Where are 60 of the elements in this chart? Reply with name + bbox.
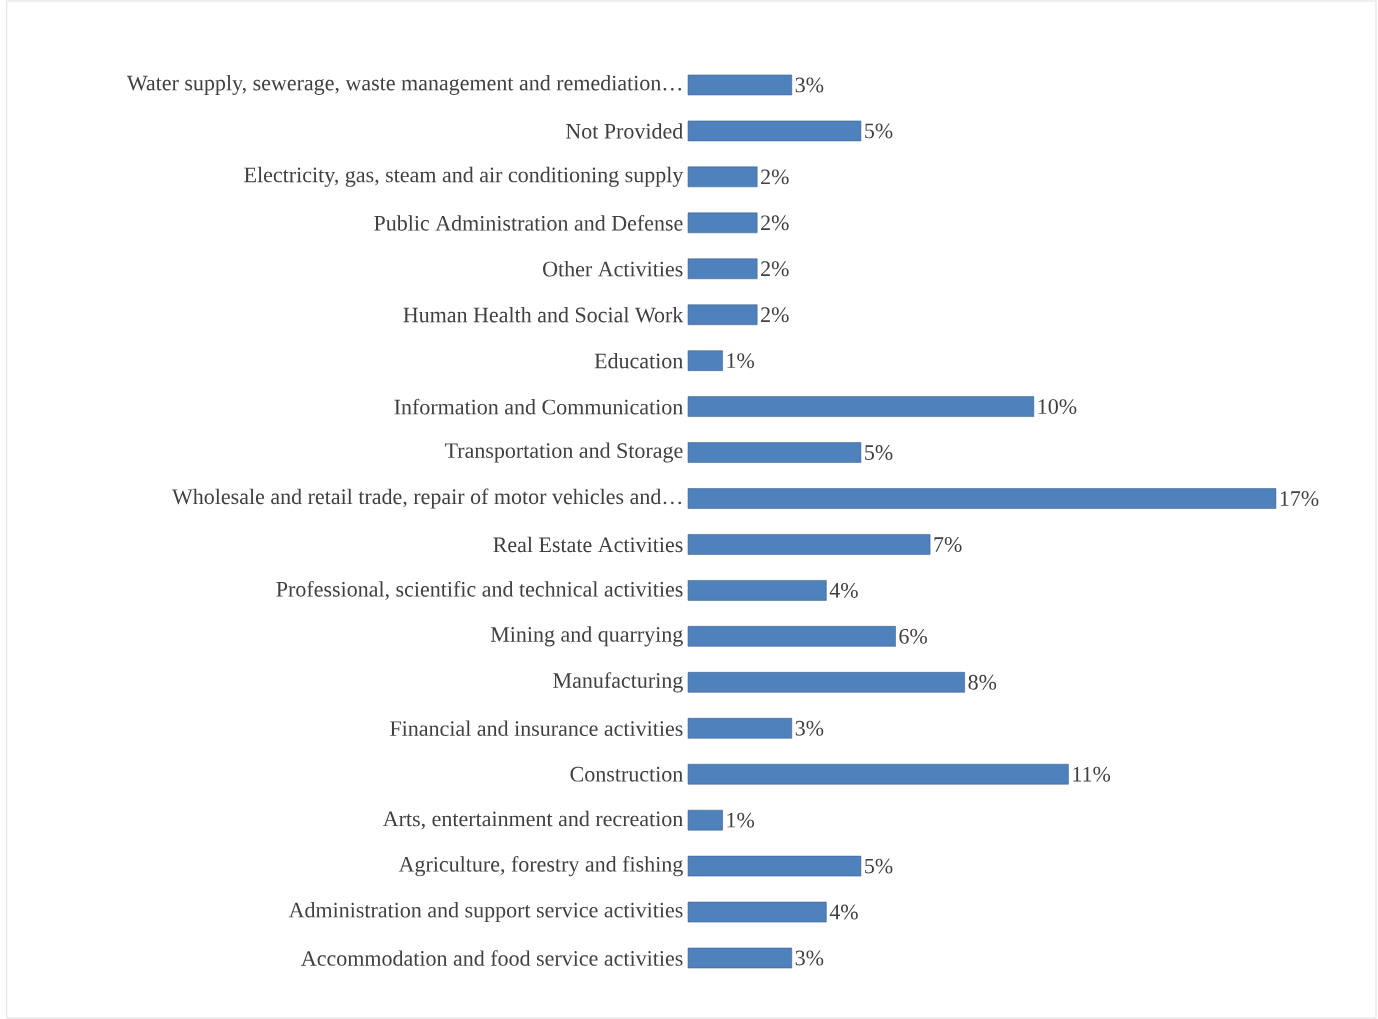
y-tick-label: Wholesale and retail trade, repair of motor vehicles and…: [172, 488, 682, 509]
data-label: 1%: [727, 353, 755, 369]
data-label: 2%: [761, 215, 789, 231]
data-label: 10%: [1038, 399, 1077, 415]
data-label: 2%: [761, 169, 789, 185]
data-label: 4%: [829, 904, 858, 920]
y-tick-label: Agriculture, forestry and fishing: [398, 856, 683, 877]
y-tick-label: Not Provided: [565, 123, 683, 139]
y-tick-label: Arts, entertainment and recreation: [382, 810, 683, 830]
bar: [687, 258, 758, 280]
y-tick-label: Human Health and Social Work: [403, 306, 684, 323]
y-tick-label: Professional, scientific and technical activities: [276, 580, 683, 600]
data-label: 8%: [968, 674, 997, 690]
bar: [687, 901, 827, 923]
y-tick-label: Transportation and Storage: [444, 442, 683, 463]
data-label: 2%: [761, 261, 789, 277]
bar: [687, 718, 793, 739]
bar: [687, 855, 862, 877]
y-tick-label: Real Estate Activities: [493, 536, 683, 553]
bar: [687, 442, 862, 463]
data-label: 5%: [865, 445, 893, 461]
bar: [687, 166, 758, 188]
bar: [687, 74, 793, 96]
y-tick-label: Other Activities: [543, 261, 683, 277]
bar: [687, 488, 1277, 509]
y-tick-label: Mining and quarrying: [490, 626, 683, 647]
data-label: 2%: [761, 307, 789, 323]
bar: [687, 396, 1035, 417]
y-tick-label: Accommodation and food service activities: [301, 950, 683, 966]
y-tick-label: Manufacturing: [553, 672, 683, 693]
data-label: 1%: [727, 812, 755, 828]
bar: [687, 763, 1069, 785]
y-tick-label: Construction: [570, 766, 683, 782]
y-tick-label: Administration and support service activities: [288, 902, 683, 923]
y-tick-label: Education: [594, 352, 683, 369]
data-label: 3%: [795, 720, 824, 736]
data-label: 6%: [899, 628, 927, 644]
bar: [687, 672, 965, 693]
data-label: 5%: [865, 858, 893, 874]
bar: [687, 212, 758, 234]
data-label: 11%: [1073, 766, 1111, 782]
bar: [687, 350, 723, 371]
bar: [687, 947, 793, 969]
bar: [687, 304, 758, 325]
y-tick-label: Public Administration and Defense: [374, 214, 683, 231]
bar: [687, 580, 827, 601]
bar: [687, 534, 931, 555]
y-tick-label: Financial and insurance activities: [390, 720, 683, 736]
data-label: 7%: [934, 537, 962, 552]
bar: [687, 120, 862, 142]
bar: [687, 809, 723, 831]
data-label: 3%: [795, 77, 824, 93]
data-label: 17%: [1280, 491, 1319, 506]
data-label: 5%: [865, 123, 893, 139]
y-tick-label: Electricity, gas, steam and air conditioning supply: [244, 166, 684, 187]
y-tick-label: Water supply, sewerage, waste management and remediation…: [126, 74, 682, 95]
data-label: 3%: [795, 950, 824, 966]
y-tick-label: Information and Communication: [394, 398, 683, 415]
bar: [687, 626, 896, 647]
data-label: 4%: [829, 582, 858, 598]
